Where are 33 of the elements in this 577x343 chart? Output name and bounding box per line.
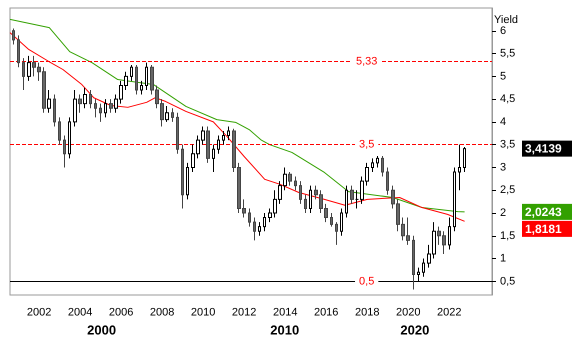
y-tick-label: 6 (500, 24, 506, 37)
x-tick-label: 2018 (354, 306, 380, 318)
x-tick-label: 2010 (190, 306, 216, 318)
x-tick-label: 2014 (272, 306, 298, 318)
y-tick-label: 0,5 (500, 275, 516, 288)
text: 2020 (400, 322, 430, 338)
y-tick-label: 5 (500, 70, 506, 82)
y-tick-label: 4,5 (500, 93, 516, 106)
x-tick-label: 2008 (150, 306, 174, 318)
text: 3,4139 (525, 142, 562, 156)
text: 2010 (270, 322, 300, 338)
text: 1,8181 (525, 222, 562, 236)
x-tick-label: 2002 (26, 306, 52, 318)
y-tick-label: 3 (500, 161, 506, 174)
ref-line-label: 3,5 (359, 138, 374, 151)
x-tick-label: 2006 (108, 306, 134, 318)
y-tick-label: 3,5 (500, 138, 516, 151)
y-tick-label: 2,5 (500, 184, 516, 196)
x-tick-label: 2020 (396, 306, 420, 318)
text: 2,0243 (525, 204, 562, 219)
x-tick-label: 2012 (232, 306, 256, 318)
y-tick-label: 4 (500, 116, 506, 128)
y-axis-title: Yield (494, 14, 518, 26)
x-tick-label: 2004 (68, 306, 92, 318)
ref-line-label: 5,33 (356, 55, 378, 68)
ref-line-label: 0,5 (359, 275, 374, 288)
text: 2000 (87, 322, 116, 338)
y-tick-label: 5,5 (500, 48, 516, 60)
x-tick-label: 2016 (314, 306, 338, 318)
x-tick-label: 2022 (437, 306, 462, 318)
y-tick-label: 2 (500, 207, 506, 219)
y-tick-label: 1,5 (500, 230, 516, 242)
y-tick-label: 1 (500, 252, 506, 265)
